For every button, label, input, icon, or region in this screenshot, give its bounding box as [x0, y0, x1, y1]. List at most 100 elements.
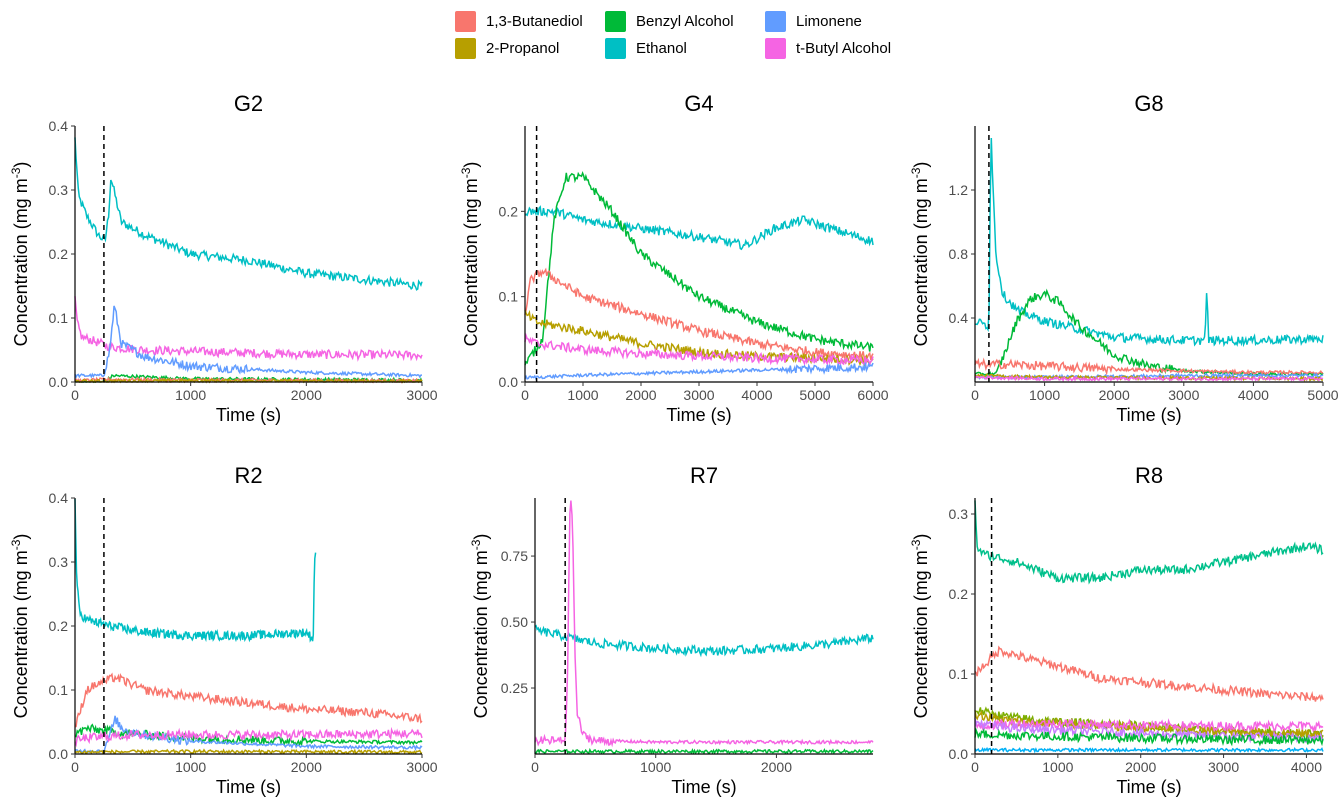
chart-title: G8: [1134, 91, 1163, 116]
y-tick-label: 0.2: [499, 203, 519, 219]
series-ethanol: [74, 137, 423, 291]
legend-item: Ethanol: [605, 37, 687, 59]
y-axis-label-close: ): [11, 534, 31, 540]
x-tick-label: 2000: [291, 759, 322, 775]
chart-panel-r2: R2 0 1000 2000 3000 0.0 0.1 0.2 0.3 0.4 Time (s) Co…: [9, 463, 438, 797]
y-tick-label: 0.4: [49, 118, 69, 134]
x-tick-label: 6000: [857, 387, 888, 403]
y-axis-label: Concentration (mg m-3): [9, 534, 31, 719]
chart-panel-r8: R8 0 1000 2000 3000 4000 0.0 0.1 0.2 0.3 Time (s) C…: [909, 463, 1324, 797]
y-tick-label: 0.50: [501, 614, 528, 630]
chart-title: G2: [234, 91, 263, 116]
y-tick-label: 1.2: [949, 182, 969, 198]
x-tick-label: 1000: [640, 759, 671, 775]
series-benzyl-alcohol: [524, 170, 874, 366]
series-t-butyl-alcohol: [534, 500, 874, 748]
legend-item: Benzyl Alcohol: [605, 10, 734, 32]
y-tick-label: 0.1: [49, 682, 69, 698]
legend-key: [455, 10, 476, 32]
x-tick-label: 2000: [761, 759, 792, 775]
y-axis-label-text: Concentration (mg m: [11, 550, 31, 718]
legend: 1,3-Butanediol 2-Propanol Benzyl Alcohol Et…: [455, 10, 925, 64]
legend-item: t-Butyl Alcohol: [765, 37, 891, 59]
x-axis-label: Time (s): [216, 777, 281, 797]
y-tick-label: 0.0: [499, 374, 519, 390]
chart-title: R7: [690, 463, 718, 488]
y-axis-label-exponent: -3: [9, 539, 23, 550]
y-axis-label-text: Concentration (mg m: [471, 550, 491, 718]
legend-item: Limonene: [765, 10, 862, 32]
series-limonene: [74, 715, 423, 754]
y-tick-label: 0.3: [949, 506, 969, 522]
series-benzyl-alcohol: [974, 288, 1324, 378]
y-tick-label: 0.8: [949, 246, 969, 262]
x-tick-label: 3000: [1208, 759, 1239, 775]
y-axis-label-exponent: -3: [469, 539, 483, 550]
y-tick-label: 0.1: [49, 310, 69, 326]
y-axis-label-close: ): [911, 534, 931, 540]
x-tick-label: 4000: [1291, 759, 1322, 775]
x-tick-label: 5000: [799, 387, 830, 403]
x-tick-label: 2000: [625, 387, 656, 403]
x-axis-label: Time (s): [666, 405, 731, 425]
series-limonene: [524, 362, 874, 381]
series-6: [974, 727, 1324, 747]
series-1-3-butanediol: [974, 357, 1324, 376]
y-axis-label-exponent: -3: [9, 167, 23, 178]
legend-key: [455, 37, 476, 59]
chart-title: R2: [234, 463, 262, 488]
x-tick-label: 1000: [175, 387, 206, 403]
x-tick-label: 1000: [567, 387, 598, 403]
x-tick-label: 0: [971, 759, 979, 775]
y-tick-label: 0.0: [949, 746, 969, 762]
x-tick-label: 0: [521, 387, 529, 403]
series-ethanol: [534, 624, 874, 658]
y-axis-label-text: Concentration (mg m: [11, 178, 31, 346]
y-axis-label-close: ): [911, 162, 931, 168]
x-tick-label: 0: [531, 759, 539, 775]
x-axis-label: Time (s): [671, 777, 736, 797]
y-tick-label: 0.1: [499, 289, 519, 305]
series-1-3-butanediol: [74, 672, 423, 728]
y-tick-label: 0.3: [49, 554, 69, 570]
legend-key: [605, 10, 626, 32]
x-axis-label: Time (s): [1116, 405, 1181, 425]
y-axis-label: Concentration (mg m-3): [909, 162, 931, 347]
legend-label: t-Butyl Alcohol: [796, 39, 892, 57]
legend-item: 2-Propanol: [455, 37, 559, 59]
series-1: [974, 645, 1324, 702]
series-4: [974, 717, 1324, 733]
series-limonene: [74, 305, 422, 379]
chart-panel-r7: R7 0 1000 2000 0.25 0.50 0.75 Time (s) Concentra…: [469, 463, 874, 797]
chart-title: G4: [684, 91, 713, 116]
y-axis-label-exponent: -3: [459, 167, 473, 178]
series-2-propanol: [74, 748, 423, 756]
y-tick-label: 0.4: [49, 490, 69, 506]
series-t-butyl-alcohol: [74, 296, 423, 362]
y-axis-label-close: ): [461, 162, 481, 168]
y-tick-label: 0.3: [49, 182, 69, 198]
x-tick-label: 1000: [175, 759, 206, 775]
y-axis-label-text: Concentration (mg m: [911, 550, 931, 718]
y-axis-label-exponent: -3: [909, 539, 923, 550]
y-axis-label: Concentration (mg m-3): [909, 534, 931, 719]
y-tick-label: 0.1: [949, 666, 969, 682]
legend-label: Benzyl Alcohol: [636, 12, 734, 30]
series-ethanol: [74, 498, 317, 643]
chart-panel-g2: G2 0 1000 2000 3000 0.0 0.1 0.2 0.3 0.4 Time (s) Co…: [9, 91, 438, 425]
y-tick-label: 0.0: [49, 374, 69, 390]
series-ethanol: [524, 205, 874, 251]
legend-label: 1,3-Butanediol: [486, 12, 583, 30]
series-1-3-butanediol: [524, 267, 874, 362]
x-axis-label: Time (s): [216, 405, 281, 425]
y-tick-label: 0.2: [49, 246, 69, 262]
legend-label: 2-Propanol: [486, 39, 560, 57]
x-tick-label: 3000: [406, 759, 437, 775]
y-tick-label: 0.4: [949, 310, 969, 326]
legend-key: [765, 10, 786, 32]
series-t-butyl-alcohol: [974, 374, 1324, 383]
x-tick-label: 5000: [1307, 387, 1338, 403]
chart-panel-g8: G8 0 1000 2000 3000 4000 5000 0.4 0.8 1.2 Time (s)…: [909, 91, 1339, 425]
x-tick-label: 4000: [741, 387, 772, 403]
